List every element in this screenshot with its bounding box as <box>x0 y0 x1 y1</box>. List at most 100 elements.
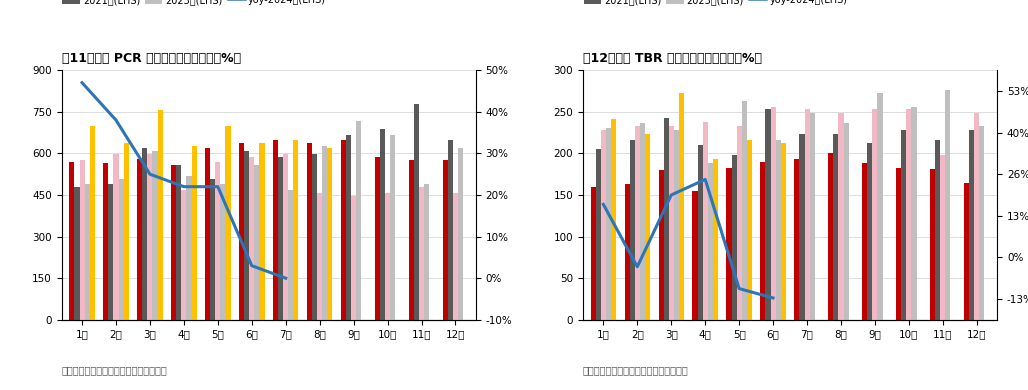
Bar <box>930 169 935 320</box>
Bar <box>346 135 352 320</box>
Line: yoy-2024年(LHS): yoy-2024年(LHS) <box>603 179 773 298</box>
Bar <box>912 107 917 320</box>
Bar <box>868 143 873 320</box>
Bar <box>137 159 142 320</box>
Text: 资料来源：泰国商务部，民生证券研究院: 资料来源：泰国商务部，民生证券研究院 <box>62 365 168 375</box>
Bar <box>862 163 868 320</box>
Bar <box>805 109 810 320</box>
Bar <box>254 165 259 320</box>
Bar <box>414 104 419 320</box>
Bar <box>259 143 264 320</box>
Bar <box>678 93 684 320</box>
Bar <box>176 165 181 320</box>
Bar <box>625 184 630 320</box>
Bar <box>210 179 215 320</box>
Bar <box>659 170 664 320</box>
Bar <box>327 149 332 320</box>
Bar <box>152 151 157 320</box>
Bar <box>443 160 448 320</box>
Bar <box>795 159 800 320</box>
Bar <box>611 119 616 320</box>
Bar <box>69 162 74 320</box>
Bar <box>673 130 678 320</box>
yoy-2024年(LHS) <box>767 296 779 300</box>
Bar <box>946 90 951 320</box>
Bar <box>746 140 751 320</box>
Bar <box>766 109 771 320</box>
yoy-2024年(LHS) <box>144 172 156 177</box>
Bar <box>458 149 464 320</box>
yoy-2024年(LHS) <box>631 264 644 269</box>
Bar <box>123 143 128 320</box>
Bar <box>693 191 698 320</box>
Bar <box>220 184 225 320</box>
Line: yoy-2024年(LHS): yoy-2024年(LHS) <box>82 83 286 278</box>
Bar <box>591 187 595 320</box>
Bar <box>605 128 611 320</box>
Text: 图12：泰国 TBR 出口量及增速（万条；%）: 图12：泰国 TBR 出口量及增速（万条；%） <box>583 52 762 65</box>
Bar <box>453 193 458 320</box>
Bar <box>761 162 766 320</box>
Bar <box>639 124 645 320</box>
Bar <box>707 163 712 320</box>
Bar <box>240 143 245 320</box>
Bar <box>839 113 844 320</box>
Bar <box>181 190 186 320</box>
Bar <box>425 184 429 320</box>
Bar <box>79 160 84 320</box>
Bar <box>249 157 254 320</box>
Bar <box>902 130 907 320</box>
Bar <box>103 163 108 320</box>
Bar <box>645 134 650 320</box>
yoy-2024年(LHS) <box>212 184 224 189</box>
Bar <box>313 154 318 320</box>
Bar <box>356 121 361 320</box>
Bar <box>409 160 414 320</box>
Legend: 2019年(LHS), 2021年(LHS), 2022年(LHS), 2023年(LHS), 2024年(LHS), yoy-2024年(LHS): 2019年(LHS), 2021年(LHS), 2022年(LHS), 2023… <box>63 0 326 5</box>
Bar <box>142 149 147 320</box>
Legend: 2019年(LHS), 2021年(LHS), 2022年(LHS), 2023年(LHS), 2024年(LHS), yoy-2024年(LHS): 2019年(LHS), 2021年(LHS), 2022年(LHS), 2023… <box>584 0 847 5</box>
Bar <box>810 113 814 320</box>
Bar <box>74 187 79 320</box>
Bar <box>108 184 113 320</box>
Bar <box>293 140 298 320</box>
Bar <box>727 168 732 320</box>
Bar <box>980 126 985 320</box>
Bar <box>341 140 346 320</box>
Bar <box>89 126 95 320</box>
yoy-2024年(LHS) <box>246 263 258 268</box>
Bar <box>283 154 288 320</box>
yoy-2024年(LHS) <box>76 80 88 85</box>
Bar <box>215 162 220 320</box>
yoy-2024年(LHS) <box>699 177 711 182</box>
Bar <box>191 145 196 320</box>
Bar <box>118 179 123 320</box>
Bar <box>318 193 322 320</box>
Bar <box>780 143 785 320</box>
Bar <box>113 154 118 320</box>
yoy-2024年(LHS) <box>110 118 122 122</box>
Bar <box>172 165 176 320</box>
Bar <box>776 140 780 320</box>
Bar <box>386 193 391 320</box>
Bar <box>698 145 703 320</box>
Bar <box>771 107 776 320</box>
Bar <box>391 135 395 320</box>
Bar <box>375 157 380 320</box>
Bar <box>732 155 737 320</box>
Bar <box>157 110 162 320</box>
Bar <box>712 159 718 320</box>
yoy-2024年(LHS) <box>280 276 292 280</box>
Bar <box>273 140 279 320</box>
Bar <box>896 168 902 320</box>
Bar <box>941 155 946 320</box>
Bar <box>935 140 941 320</box>
Bar <box>600 130 605 320</box>
yoy-2024年(LHS) <box>178 184 190 189</box>
Bar <box>873 109 878 320</box>
Bar <box>630 140 634 320</box>
Bar <box>737 126 741 320</box>
Bar <box>741 101 746 320</box>
Bar <box>664 118 668 320</box>
Text: 资料来源：泰国商务部，民生证券研究院: 资料来源：泰国商务部，民生证券研究院 <box>583 365 689 375</box>
